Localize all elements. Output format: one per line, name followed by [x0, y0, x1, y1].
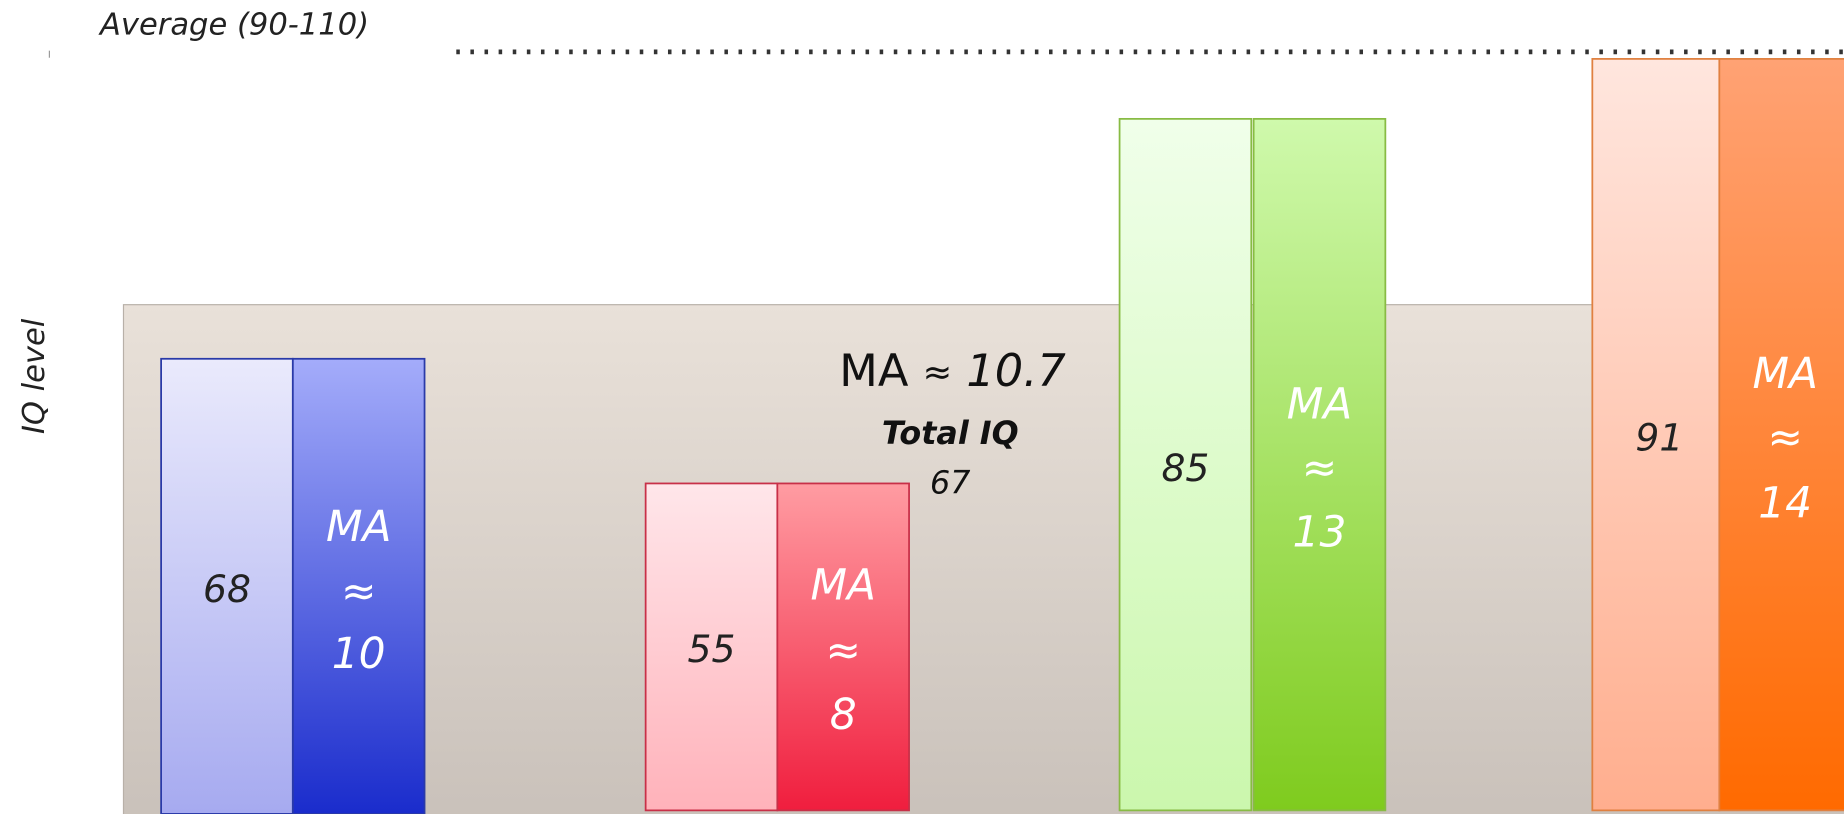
- ma-value: 13: [1293, 508, 1347, 557]
- total-approx: ≈: [923, 352, 953, 393]
- total-iq-value: 67: [930, 466, 970, 502]
- ma-value: 10: [332, 629, 386, 678]
- ma-label: MA: [1287, 380, 1352, 429]
- approx-sign: ≈: [825, 625, 860, 674]
- iq-bar: [1591, 58, 1721, 812]
- iq-bar: [644, 482, 779, 812]
- ma-label: MA: [326, 502, 391, 551]
- y-axis-label: IQ level: [17, 318, 52, 434]
- ma-value: 14: [1758, 478, 1812, 527]
- average-label: Average (90-110): [98, 7, 369, 42]
- iq-value: 91: [1635, 415, 1683, 459]
- iq-value: 68: [203, 567, 251, 611]
- iq-bar: [1118, 117, 1253, 812]
- approx-sign: ≈: [1302, 443, 1337, 492]
- approx-sign: ≈: [1767, 412, 1802, 461]
- total-iq-label: Total IQ: [882, 416, 1019, 452]
- total-ma: MA ≈ 10.7: [839, 345, 1066, 397]
- iq-value: 85: [1161, 446, 1209, 490]
- ma-bar: [776, 482, 910, 812]
- ma-value: 8: [830, 690, 857, 739]
- ma-label: MA: [1752, 349, 1817, 398]
- iq-bar: [160, 357, 294, 814]
- total-ma-value: 10.7: [966, 345, 1065, 397]
- ma-bar: [1718, 58, 1844, 812]
- iq-value: 55: [688, 627, 736, 671]
- approx-sign: ≈: [341, 566, 376, 615]
- total-ma-label: MA: [839, 345, 909, 397]
- ma-label: MA: [810, 561, 875, 610]
- ma-bar: [1252, 117, 1387, 812]
